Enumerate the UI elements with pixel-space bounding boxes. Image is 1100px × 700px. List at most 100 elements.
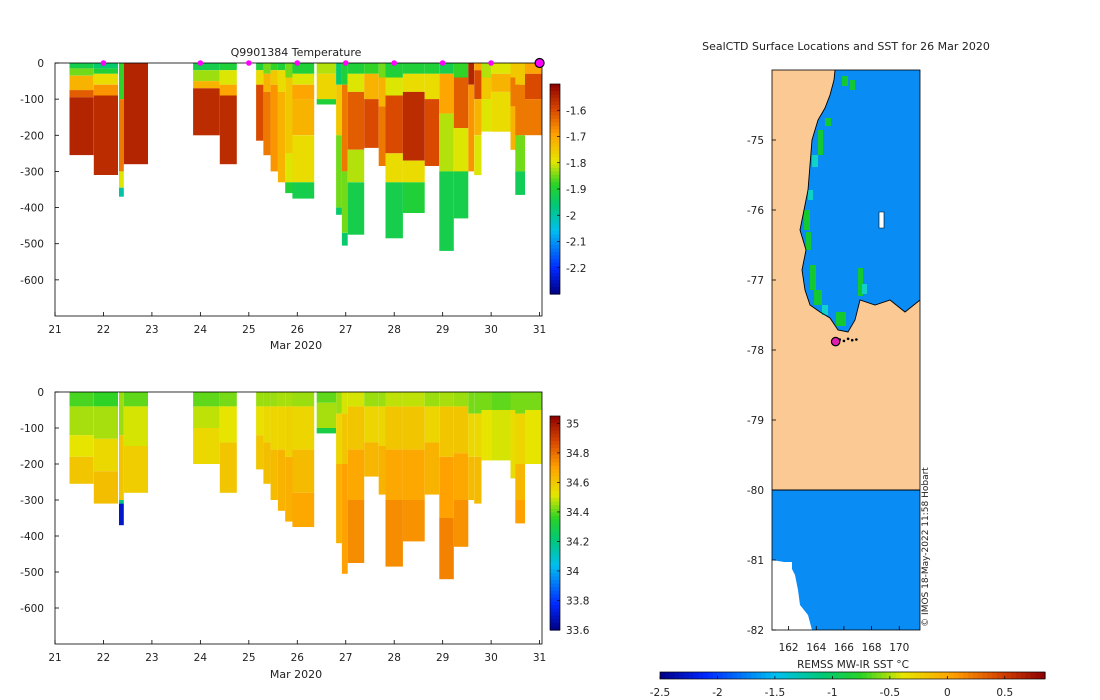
profile-1-segment-3 [93, 471, 118, 504]
temperature-section-chart: Q9901384 Temperature 21 22 23 24 25 26 27 28 29 3… [20, 46, 587, 352]
colorbar-swatch [550, 483, 560, 488]
profile-9-segment-0 [277, 63, 286, 71]
colorbar-swatch [550, 164, 560, 169]
sst-colorbar-swatch [765, 672, 772, 679]
profile-14-segment-0 [341, 63, 348, 85]
profile-4-segment-0 [193, 392, 220, 407]
map-credit: © IMOS 18-May-2022 11:58 Hobart [921, 467, 931, 627]
profile-12-segment-2 [316, 428, 337, 434]
x-tick-label: 26 [291, 652, 305, 664]
colorbar-swatch [550, 551, 560, 556]
map-x-tick-label: 170 [889, 642, 909, 654]
colorbar-swatch [550, 455, 560, 460]
colorbar-swatch [550, 154, 560, 159]
sst-colorbar-swatch [852, 672, 858, 679]
sst-colorbar-swatch [972, 672, 979, 679]
colorbar-swatch [550, 112, 560, 117]
seal-surface-location [846, 337, 850, 341]
sst-colorbar-swatch [958, 672, 964, 679]
sst-colorbar-swatch [871, 672, 878, 679]
colorbar-swatch [550, 206, 560, 211]
sst-colorbar-swatch [1025, 672, 1032, 679]
profile-11-segment-3 [292, 99, 315, 136]
colorbar-swatch [550, 558, 560, 563]
profile-4-segment-2 [193, 81, 220, 89]
profile-25-segment-0 [481, 63, 492, 78]
profile-0-segment-4 [69, 97, 94, 156]
colorbar-swatch [550, 224, 560, 229]
colorbar-swatch [550, 565, 560, 570]
profile-2-segment-3 [119, 503, 124, 526]
sst-colorbar-tick-label: -1.5 [765, 687, 786, 699]
profile-25-segment-1 [481, 77, 492, 100]
colorbar-swatch [550, 245, 560, 250]
profile-22-segment-3 [453, 171, 469, 219]
sst-colorbar-swatch [847, 672, 854, 679]
profile-8-segment-2 [270, 449, 278, 500]
profile-24-segment-1 [474, 70, 482, 100]
profile-8-segment-2 [270, 84, 278, 172]
colorbar-swatch [550, 548, 560, 553]
sst-colorbar-swatch [809, 672, 815, 679]
colorbar-swatch [550, 248, 560, 253]
profile-28-segment-3 [515, 500, 525, 524]
profile-1-segment-2 [93, 438, 118, 472]
y-tick-label: 0 [37, 58, 44, 70]
profile-8-segment-0 [270, 392, 278, 407]
y-tick-label: -100 [20, 423, 44, 435]
colorbar-swatch [550, 196, 560, 201]
latest-seal-location [830, 336, 841, 347]
profile-27-segment-1 [510, 77, 520, 107]
y-tick-label: -100 [20, 94, 44, 106]
profile-12-segment-2 [316, 99, 337, 105]
temperature-chart-title: Q9901384 Temperature [231, 46, 362, 59]
profile-9-segment-1 [277, 406, 286, 450]
profile-26-segment-0 [491, 392, 511, 410]
profile-2-segment-1 [119, 435, 124, 500]
profile-1-segment-0 [93, 63, 118, 69]
sst-colorbar-swatch [968, 672, 974, 679]
colorbar-swatch [550, 115, 560, 120]
colorbar-swatch [550, 523, 560, 528]
sst-colorbar-tick-label: -2.5 [650, 687, 671, 699]
profile-23-segment-1 [468, 84, 475, 172]
seal-surface-location [850, 338, 854, 342]
x-tick-label: 23 [145, 652, 158, 664]
profile-28-segment-2 [515, 464, 525, 500]
profile-5-segment-0 [219, 63, 237, 71]
profile-0-segment-2 [69, 75, 94, 91]
profile-0-segment-0 [69, 63, 94, 69]
colorbar-swatch [550, 252, 560, 257]
profile-11-segment-2 [292, 84, 315, 100]
colorbar-tick-label: -1.8 [566, 158, 587, 170]
sst-colorbar-swatch [838, 672, 844, 679]
profile-15-segment-3 [347, 149, 365, 183]
salinity-x-axis-label: Mar 2020 [270, 668, 322, 681]
profile-21-segment-2 [439, 456, 454, 518]
profile-12-segment-1 [316, 402, 337, 428]
profile-18-segment-0 [385, 63, 403, 78]
colorbar-swatch [550, 562, 560, 567]
sst-colorbar-swatch [876, 672, 882, 679]
profile-18-segment-1 [385, 406, 403, 450]
colorbar-swatch [550, 498, 560, 503]
colorbar-swatch [550, 462, 560, 467]
colorbar-swatch [550, 469, 560, 474]
profile-10-segment-3 [285, 182, 293, 194]
colorbar-swatch [550, 189, 560, 194]
colorbar-swatch [550, 238, 560, 243]
colorbar-swatch [550, 501, 560, 506]
profile-1-segment-1 [93, 406, 118, 439]
profile-27-segment-1 [510, 410, 520, 479]
profile-20-segment-2 [424, 442, 440, 495]
colorbar-swatch [550, 255, 560, 260]
profile-18-segment-3 [385, 500, 403, 567]
profile-20-segment-1 [424, 406, 440, 443]
profile-24-segment-3 [474, 135, 482, 176]
profile-11-segment-0 [292, 392, 315, 407]
profile-14-segment-1 [341, 84, 348, 172]
colorbar-swatch [550, 619, 560, 624]
sst-map-chart: SealCTD Surface Locations and SST for 26… [650, 40, 1046, 699]
sst-colorbar-swatch [934, 672, 940, 679]
profile-17-segment-1 [378, 77, 386, 107]
